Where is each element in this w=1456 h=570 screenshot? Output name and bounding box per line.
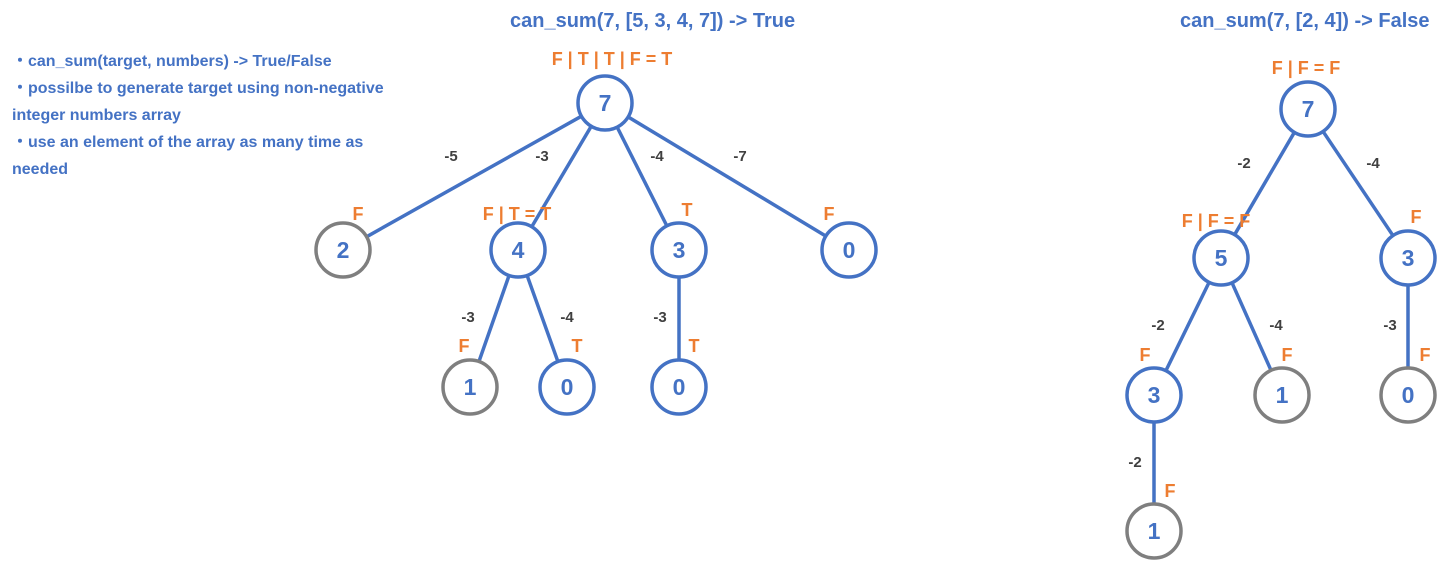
node-result-label: F (1411, 207, 1422, 227)
tree-edge (477, 274, 511, 363)
tree-node-circle (1253, 366, 1311, 424)
node-result-label: F (1282, 345, 1293, 365)
node-result-label: F (1140, 345, 1151, 365)
tree-node-value: 4 (512, 237, 525, 263)
edge-label: -4 (650, 148, 664, 165)
node-result-label: T (682, 200, 693, 220)
tree-node-value: 1 (1276, 382, 1289, 408)
tree-node-value: 0 (561, 374, 574, 400)
tree-node-circle (1125, 502, 1183, 560)
node-result-label: F (824, 204, 835, 224)
edge-label: -5 (444, 148, 457, 165)
tree-node-circle (538, 358, 596, 416)
tree-node-circle (489, 221, 547, 279)
edge-label: -2 (1151, 317, 1164, 334)
tree-node-circle (1125, 366, 1183, 424)
diagram-title-false: can_sum(7, [2, 4]) -> False (1180, 10, 1430, 32)
tree-node-value: 7 (599, 90, 612, 116)
tree-node-value: 0 (843, 237, 856, 263)
note-line: ・can_sum(target, numbers) -> True/False (12, 53, 332, 70)
edge-label: -4 (1269, 317, 1283, 334)
tree-node-value: 3 (673, 237, 686, 263)
node-result-label: T (689, 336, 700, 356)
tree-node-circle (441, 358, 499, 416)
tree-node-value: 5 (1215, 245, 1228, 271)
tree-node-circle (650, 358, 708, 416)
tree-node-value: 0 (673, 374, 686, 400)
tree-edge (530, 125, 593, 228)
node-result-label: F | T = T (483, 204, 552, 224)
tree-node-circle (1279, 80, 1337, 138)
tree-edge (1233, 131, 1296, 236)
edge-label: -3 (461, 309, 474, 326)
tree-node-circle (1379, 229, 1437, 287)
tree-node-value: 3 (1148, 382, 1161, 408)
node-result-label: F | F = F (1272, 58, 1341, 78)
edge-label: -2 (1237, 155, 1250, 172)
edge-label: -3 (653, 309, 666, 326)
tree-node-circle (1379, 366, 1437, 424)
tree-node-circle (820, 221, 878, 279)
tree-node-value: 3 (1402, 245, 1415, 271)
edge-label: -4 (560, 309, 574, 326)
edge-label: -7 (733, 148, 746, 165)
tree-node-value: 2 (337, 237, 350, 263)
tree-node-value: 0 (1402, 382, 1415, 408)
node-result-label: F | T | T | F = T (552, 49, 673, 69)
tree-edge (525, 274, 560, 363)
tree-edge (1164, 281, 1211, 372)
tree-edge (1230, 281, 1273, 372)
tree-edge (365, 114, 583, 239)
node-result-label: F (1420, 345, 1431, 365)
note-line: ・use an element of the array as many tim… (12, 134, 364, 178)
edge-label: -2 (1128, 454, 1141, 471)
node-result-label: T (572, 336, 583, 356)
tree-node-circle (576, 74, 634, 132)
tree-node-value: 1 (1148, 518, 1161, 544)
edge-label: -4 (1366, 155, 1380, 172)
node-result-label: F (1165, 481, 1176, 501)
node-result-label: F | F = F (1182, 211, 1251, 231)
notes-block: ・can_sum(target, numbers) -> True/False … (12, 48, 402, 183)
edge-label: -3 (535, 148, 548, 165)
tree-edge (627, 115, 827, 238)
diagram-title-true: can_sum(7, [5, 3, 4, 7]) -> True (510, 10, 796, 32)
node-result-label: F (459, 336, 470, 356)
tree-node-circle (650, 221, 708, 279)
node-result-label: F (353, 204, 364, 224)
edge-label: -3 (1383, 317, 1396, 334)
tree-node-circle (314, 221, 372, 279)
tree-node-circle (1192, 229, 1250, 287)
tree-edge (615, 126, 669, 227)
tree-node-value: 1 (464, 374, 477, 400)
tree-node-value: 7 (1302, 96, 1315, 122)
tree-edge (1321, 130, 1395, 237)
note-line: ・possilbe to generate target using non-n… (12, 80, 384, 124)
